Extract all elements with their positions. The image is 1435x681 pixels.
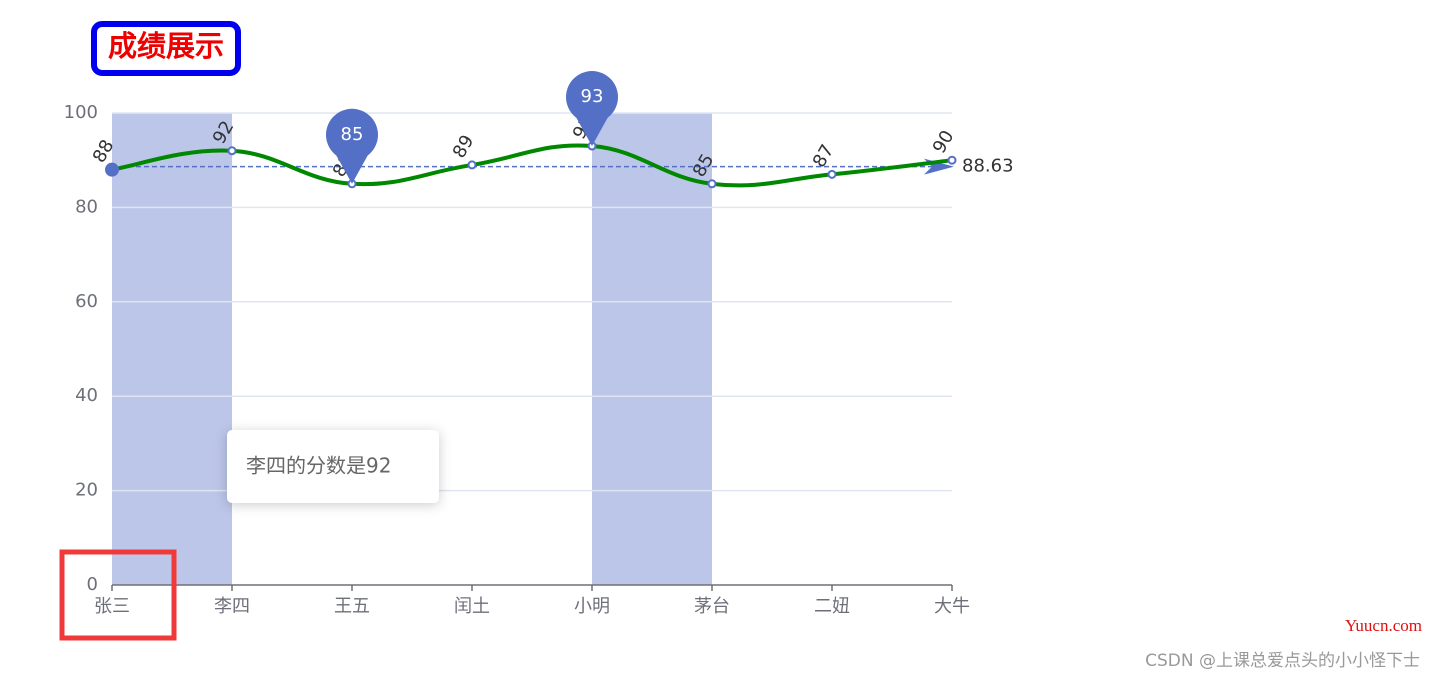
point	[227, 146, 237, 156]
y-tick-label: 60	[75, 291, 98, 312]
y-tick-label: 100	[64, 102, 98, 123]
y-tick-label: 0	[87, 574, 98, 595]
point	[947, 155, 957, 165]
y-tick-label: 80	[75, 196, 98, 217]
mark-point	[326, 108, 379, 184]
x-tick-label: 小明	[574, 596, 610, 617]
title-box	[91, 21, 241, 76]
plot: 020406080100张三李四王五闰土小明茅台二妞大牛88.638892858…	[64, 71, 1014, 617]
data-label: 90	[929, 127, 959, 157]
x-tick-label: 张三	[94, 596, 130, 617]
watermark: Yuucn.com	[1345, 616, 1422, 635]
x-tick-label: 二妞	[814, 596, 850, 617]
highlight-box	[59, 549, 177, 641]
x-tick-label: 闰土	[454, 596, 490, 617]
point	[827, 169, 837, 179]
point	[467, 160, 477, 170]
tooltip: 李四的分数是92	[227, 430, 439, 503]
tooltip-box	[227, 430, 439, 503]
mark-line-label: 88.63	[962, 156, 1014, 177]
series-line	[111, 143, 953, 188]
point	[707, 179, 717, 189]
data-label: 89	[449, 132, 479, 162]
mark-area	[592, 113, 712, 585]
point	[105, 162, 119, 177]
chart-title: 成绩展示	[108, 29, 224, 63]
mark-point-label: 93	[581, 86, 604, 107]
y-tick-label: 20	[75, 480, 98, 501]
y-tick-label: 40	[75, 385, 98, 406]
tooltip-text: 李四的分数是92	[246, 454, 391, 478]
mark-point-label: 85	[341, 124, 364, 145]
credit: CSDN @上课总爱点头的小小怪下士	[1145, 651, 1420, 671]
mark-point	[566, 71, 618, 147]
x-tick-label: 王五	[334, 596, 370, 617]
x-tick-label: 茅台	[694, 596, 730, 617]
x-tick-label: 李四	[214, 596, 250, 617]
x-tick-label: 大牛	[934, 596, 970, 617]
mark-area	[112, 113, 232, 585]
